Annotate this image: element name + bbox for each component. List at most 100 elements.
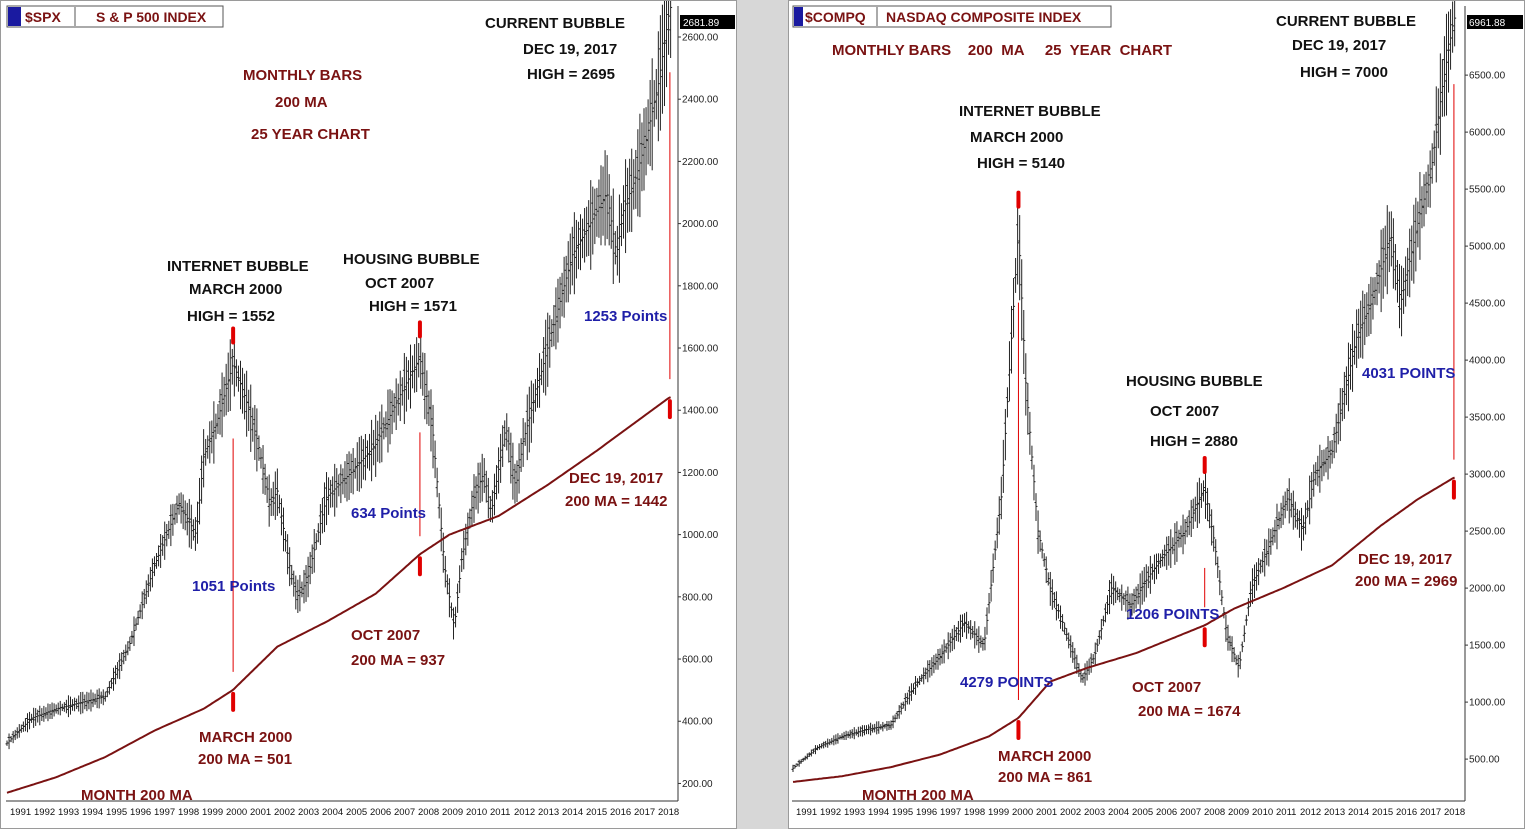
spx-ytick-label: 2600.00 bbox=[682, 32, 719, 43]
compq-x-ticks: 1991 1992 1993 1994 1995 1996 1997 1998 1999 2000… bbox=[796, 807, 1465, 818]
compq-internet-high: HIGH = 5140 bbox=[977, 155, 1065, 172]
compq-ytick-label: 6000.00 bbox=[1469, 128, 1506, 139]
compq-year-label: 2008 bbox=[1204, 807, 1225, 818]
compq-ytick-label: 500.00 bbox=[1469, 755, 1500, 766]
compq-ma-label: MONTH 200 MA bbox=[862, 787, 974, 804]
compq-last-price: 6961.88 bbox=[1469, 18, 1506, 29]
spx-year-label: 1995 bbox=[106, 807, 127, 818]
spx-internet-high: HIGH = 1552 bbox=[187, 308, 275, 325]
compq-symbol: $COMPQ bbox=[805, 9, 866, 25]
compq-subtitle: MONTHLY BARS 200 MA 25 YEAR CHART bbox=[832, 42, 1172, 59]
compq-points-2017: 4031 POINTS bbox=[1362, 365, 1455, 382]
compq-ytick-label: 4500.00 bbox=[1469, 299, 1506, 310]
spx-year-label: 2004 bbox=[322, 807, 343, 818]
compq-year-label: 1995 bbox=[892, 807, 913, 818]
compq-year-label: 1992 bbox=[820, 807, 841, 818]
spx-year-label: 1992 bbox=[34, 807, 55, 818]
compq-year-label: 2016 bbox=[1396, 807, 1417, 818]
compq-current-title: CURRENT BUBBLE bbox=[1276, 13, 1416, 30]
spx-ytick-label: 800.00 bbox=[682, 592, 713, 603]
compq-year-label: 2013 bbox=[1324, 807, 1345, 818]
spx-200ma-line bbox=[6, 396, 672, 794]
spx-ytick-label: 1600.00 bbox=[682, 344, 719, 355]
spx-year-label: 2003 bbox=[298, 807, 319, 818]
compq-year-label: 2003 bbox=[1084, 807, 1105, 818]
spx-year-label: 2005 bbox=[346, 807, 367, 818]
spx-housing-high: HIGH = 1571 bbox=[369, 298, 457, 315]
spx-last-price: 2681.89 bbox=[683, 18, 720, 29]
spx-ytick-label: 1800.00 bbox=[682, 281, 719, 292]
spx-year-label: 2001 bbox=[250, 807, 271, 818]
spx-housing-date: OCT 2007 bbox=[365, 275, 434, 292]
spx-ytick-label: 200.00 bbox=[682, 779, 713, 790]
spx-internet-date: MARCH 2000 bbox=[189, 281, 282, 298]
compq-ytick-label: 4000.00 bbox=[1469, 356, 1506, 367]
spx-year-label: 1997 bbox=[154, 807, 175, 818]
compq-year-label: 1991 bbox=[796, 807, 817, 818]
spx-year-label: 2017 bbox=[634, 807, 655, 818]
spx-ytick-label: 600.00 bbox=[682, 655, 713, 666]
spx-internet-title: INTERNET BUBBLE bbox=[167, 258, 309, 275]
compq-current-date: DEC 19, 2017 bbox=[1292, 37, 1386, 54]
spx-ma-label: MONTH 200 MA bbox=[81, 787, 193, 804]
compq-ytick-label: 1000.00 bbox=[1469, 698, 1506, 709]
compq-last-price-box bbox=[1467, 15, 1523, 29]
panel-gutter bbox=[737, 0, 788, 829]
compq-chart-svg: $COMPQ NASDAQ COMPOSITE INDEX 500.00 1000… bbox=[791, 1, 1523, 818]
spx-year-label: 2007 bbox=[394, 807, 415, 818]
spx-chart-panel: $SPX S & P 500 INDEX 200.00 400.00 600.00 8… bbox=[0, 0, 737, 829]
spx-markers bbox=[231, 72, 672, 712]
spx-current-date: DEC 19, 2017 bbox=[523, 41, 617, 58]
compq-year-label: 2001 bbox=[1036, 807, 1057, 818]
spx-current-high: HIGH = 2695 bbox=[527, 66, 615, 83]
compq-year-label: 2014 bbox=[1348, 807, 1369, 818]
compq-year-label: 2017 bbox=[1420, 807, 1441, 818]
spx-header-box bbox=[6, 5, 224, 28]
spx-ytick-label: 1200.00 bbox=[682, 468, 719, 479]
compq-ytick-label: 2500.00 bbox=[1469, 527, 1506, 538]
compq-header-flag bbox=[794, 7, 803, 26]
compq-ytick-label: 3000.00 bbox=[1469, 470, 1506, 481]
compq-points-2007: 1206 POINTS bbox=[1126, 606, 1219, 623]
compq-price-bars bbox=[791, 1, 1457, 773]
compq-housing-title: HOUSING BUBBLE bbox=[1126, 373, 1263, 390]
spx-ma-2000-value: 200 MA = 501 bbox=[198, 751, 292, 768]
spx-year-label: 1998 bbox=[178, 807, 199, 818]
spx-points-2017: 1253 Points bbox=[584, 308, 667, 325]
compq-year-label: 1997 bbox=[940, 807, 961, 818]
spx-chart-svg: $SPX S & P 500 INDEX 200.00 400.00 600.00 8… bbox=[5, 1, 735, 818]
compq-ma-2007-value: 200 MA = 1674 bbox=[1138, 703, 1241, 720]
compq-ytick-label: 6500.00 bbox=[1469, 71, 1506, 82]
spx-ytick-label: 400.00 bbox=[682, 717, 713, 728]
spx-ytick-label: 2200.00 bbox=[682, 157, 719, 168]
compq-year-label: 2015 bbox=[1372, 807, 1393, 818]
spx-year-label: 2018 bbox=[658, 807, 679, 818]
spx-subtitle-1: MONTHLY BARS bbox=[243, 67, 362, 84]
compq-year-label: 2002 bbox=[1060, 807, 1081, 818]
compq-ytick-label: 5500.00 bbox=[1469, 185, 1506, 196]
compq-year-label: 2018 bbox=[1444, 807, 1465, 818]
compq-year-label: 1996 bbox=[916, 807, 937, 818]
compq-ytick-label: 2000.00 bbox=[1469, 584, 1506, 595]
compq-internet-title: INTERNET BUBBLE bbox=[959, 103, 1101, 120]
compq-year-label: 1993 bbox=[844, 807, 865, 818]
compq-year-label: 2004 bbox=[1108, 807, 1129, 818]
compq-y-ticks: 500.00 1000.00 1500.00 2000.00 2500.00 3000.0… bbox=[1465, 71, 1506, 766]
compq-year-label: 2012 bbox=[1300, 807, 1321, 818]
spx-ytick-label: 2000.00 bbox=[682, 219, 719, 230]
spx-year-label: 2012 bbox=[514, 807, 535, 818]
spx-subtitle-3: 25 YEAR CHART bbox=[251, 126, 370, 143]
compq-ma-2017-date: DEC 19, 2017 bbox=[1358, 551, 1452, 568]
spx-ma-2017-value: 200 MA = 1442 bbox=[565, 493, 667, 510]
spx-ma-2017-date: DEC 19, 2017 bbox=[569, 470, 663, 487]
spx-ma-2000-date: MARCH 2000 bbox=[199, 729, 292, 746]
compq-year-label: 1999 bbox=[988, 807, 1009, 818]
spx-y-ticks: 200.00 400.00 600.00 800.00 1000.00 1200.00 14… bbox=[678, 32, 719, 790]
compq-ytick-label: 5000.00 bbox=[1469, 242, 1506, 253]
compq-points-2000: 4279 POINTS bbox=[960, 674, 1053, 691]
spx-year-label: 2014 bbox=[562, 807, 583, 818]
compq-year-label: 2009 bbox=[1228, 807, 1249, 818]
compq-ma-2017-value: 200 MA = 2969 bbox=[1355, 573, 1457, 590]
spx-points-2000: 1051 Points bbox=[192, 578, 275, 595]
spx-housing-title: HOUSING BUBBLE bbox=[343, 251, 480, 268]
